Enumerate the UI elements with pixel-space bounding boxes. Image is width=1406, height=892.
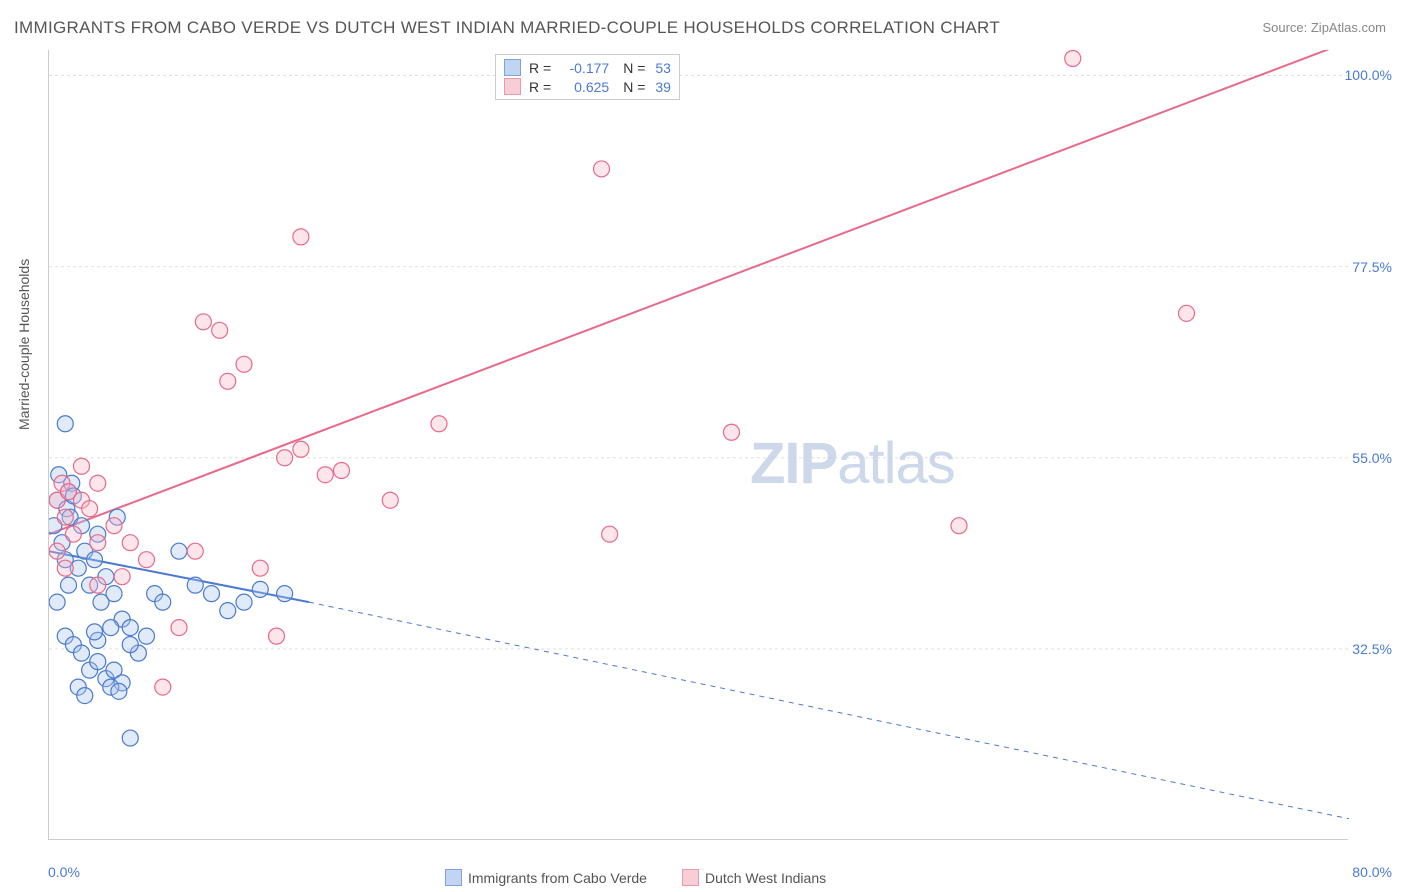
- source-attribution: Source: ZipAtlas.com: [1262, 20, 1386, 35]
- legend-series-item: Immigrants from Cabo Verde: [445, 869, 647, 886]
- legend-swatch: [445, 869, 462, 886]
- y-axis-label: Married-couple Households: [16, 259, 32, 430]
- y-tick-label: 77.5%: [1352, 259, 1392, 275]
- x-max-label: 80.0%: [1352, 864, 1392, 880]
- legend-correlation-row: R = 0.625 N = 39: [504, 77, 671, 96]
- legend-series-item: Dutch West Indians: [682, 869, 826, 886]
- chart-title: IMMIGRANTS FROM CABO VERDE VS DUTCH WEST…: [14, 18, 1000, 38]
- x-min-label: 0.0%: [48, 864, 80, 880]
- n-label: N =: [623, 60, 645, 76]
- r-value: -0.177: [557, 60, 609, 76]
- chart-container: IMMIGRANTS FROM CABO VERDE VS DUTCH WEST…: [0, 0, 1406, 892]
- legend-correlation-row: R = -0.177 N = 53: [504, 58, 671, 77]
- legend-swatch: [504, 59, 521, 76]
- y-tick-label: 32.5%: [1352, 641, 1392, 657]
- correlation-legend: R = -0.177 N = 53 R = 0.625 N = 39: [495, 54, 680, 100]
- series-legend: Immigrants from Cabo Verde Dutch West Ind…: [445, 869, 826, 886]
- plot-area: [48, 50, 1348, 840]
- legend-series-label: Immigrants from Cabo Verde: [468, 870, 647, 886]
- n-value: 53: [655, 60, 671, 76]
- plot-svg: [49, 50, 1349, 840]
- legend-swatch: [504, 78, 521, 95]
- n-label: N =: [623, 79, 645, 95]
- legend-series-label: Dutch West Indians: [705, 870, 826, 886]
- legend-swatch: [682, 869, 699, 886]
- y-tick-label: 100.0%: [1345, 67, 1392, 83]
- n-value: 39: [655, 79, 671, 95]
- r-label: R =: [529, 79, 551, 95]
- r-label: R =: [529, 60, 551, 76]
- r-value: 0.625: [557, 79, 609, 95]
- y-tick-label: 55.0%: [1352, 450, 1392, 466]
